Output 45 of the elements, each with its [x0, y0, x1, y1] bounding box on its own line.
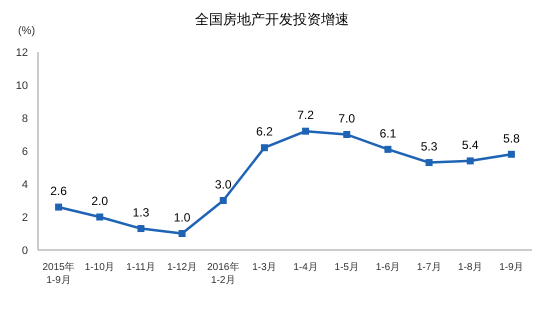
- data-label: 5.3: [420, 140, 438, 154]
- point: [426, 159, 433, 166]
- y-tick-label: 0: [22, 245, 28, 257]
- point: [508, 150, 515, 158]
- y-tick-label: 4: [22, 179, 28, 191]
- y-tick-label: 12: [16, 47, 28, 59]
- data-label: 2.6: [50, 184, 68, 198]
- y-tick-label: 6: [22, 146, 28, 158]
- data-label: 1.3: [132, 206, 150, 220]
- point: [384, 146, 392, 153]
- x-tick-label: 1-3月: [252, 262, 277, 273]
- x-tick-label: 1-7月: [416, 262, 442, 273]
- x-tick-label: 1-4月: [293, 262, 318, 273]
- x-tick-label: 1-5月: [334, 262, 359, 273]
- data-label: 5.4: [462, 138, 479, 152]
- data-label: 1.0: [174, 210, 191, 224]
- data-label: 3.0: [214, 178, 232, 192]
- data-label: 7.0: [338, 112, 356, 126]
- x-tick-label: 1-9月: [499, 262, 524, 273]
- chart-title: 全国房地产开发投资增速: [195, 11, 349, 27]
- point: [343, 131, 350, 138]
- y-tick-label: 10: [16, 80, 28, 92]
- y-tick-label: 8: [22, 113, 28, 125]
- point: [55, 204, 62, 211]
- data-label: 2.0: [91, 194, 108, 208]
- x-tick-label: 2016年 1-2月: [207, 261, 240, 286]
- data-label: 7.2: [297, 108, 314, 122]
- data-label: 6.1: [380, 126, 397, 140]
- point: [302, 128, 310, 135]
- point: [260, 144, 268, 152]
- x-tick-label: 1-12月: [167, 262, 198, 273]
- data-label: 6.2: [256, 124, 274, 139]
- point: [466, 157, 474, 164]
- y-tick-label: 2: [22, 212, 28, 224]
- x-tick-label: 1-6月: [376, 262, 400, 273]
- point: [178, 230, 186, 237]
- point: [96, 214, 104, 220]
- x-tick-label: 1-10月: [84, 262, 115, 273]
- x-tick-label: 1-11月: [126, 262, 156, 273]
- point: [220, 197, 227, 204]
- y-axis-title: (%): [18, 25, 36, 37]
- x-tick-label: 2015年 1-9月: [42, 261, 75, 286]
- x-tick-label: 1-8月: [458, 262, 482, 273]
- data-label: 5.8: [503, 131, 520, 146]
- point: [137, 225, 144, 232]
